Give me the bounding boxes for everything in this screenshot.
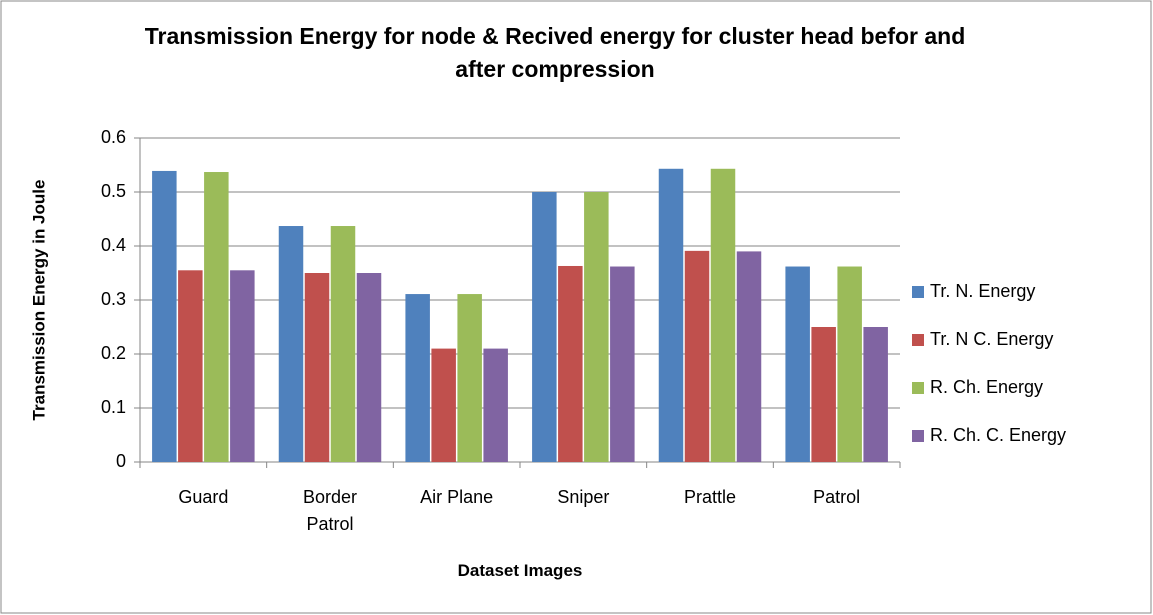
- bar: [532, 192, 557, 462]
- bar: [330, 226, 356, 462]
- legend-swatch: [912, 334, 924, 346]
- y-tick-label: 0.2: [101, 343, 126, 363]
- legend-swatch: [912, 430, 924, 442]
- bar: [278, 226, 304, 462]
- y-tick-label: 0.1: [101, 397, 126, 417]
- x-tick-label: Guard: [178, 487, 229, 507]
- legend-label: Tr. N. Energy: [930, 281, 1035, 301]
- bar: [230, 270, 255, 462]
- x-tick-label: Patrol: [813, 487, 861, 507]
- bar: [483, 348, 508, 462]
- legend-label: R. Ch. C. Energy: [930, 425, 1066, 445]
- bar: [863, 327, 888, 462]
- bar: [405, 294, 430, 462]
- x-tick-label: Sniper: [557, 487, 610, 507]
- x-tick-label: Border Patrol: [302, 487, 358, 534]
- y-tick-label: 0.5: [101, 181, 126, 201]
- x-tick-label: Prattle: [683, 487, 737, 507]
- y-axis-label: Transmission Energy in Joule: [29, 180, 48, 421]
- legend-label: Tr. N C. Energy: [930, 329, 1053, 349]
- bar: [152, 170, 177, 462]
- y-tick-label: 0: [116, 451, 126, 471]
- chart-title: Transmission Energy for node & Recived e…: [144, 23, 966, 82]
- bar: [610, 266, 635, 462]
- x-axis-label: Dataset Images: [457, 561, 583, 580]
- bar: [736, 251, 762, 462]
- legend-swatch: [912, 286, 924, 298]
- bar: [584, 192, 609, 462]
- bar: [837, 266, 862, 462]
- bar: [457, 294, 482, 462]
- bar: [431, 348, 456, 462]
- bar: [785, 266, 810, 462]
- y-tick-label: 0.4: [101, 235, 126, 255]
- bar: [558, 265, 583, 462]
- bar: [178, 270, 203, 462]
- legend-swatch: [912, 382, 924, 394]
- bar: [304, 273, 330, 462]
- y-tick-label: 0.3: [101, 289, 126, 309]
- bar: [811, 327, 836, 462]
- x-tick-label: Air Plane: [420, 487, 494, 507]
- y-tick-label: 0.6: [101, 127, 126, 147]
- bar: [356, 273, 382, 462]
- bar: [684, 250, 710, 462]
- bar: [204, 172, 229, 462]
- bar: [710, 168, 736, 462]
- legend-label: R. Ch. Energy: [930, 377, 1043, 397]
- bar: [658, 168, 684, 462]
